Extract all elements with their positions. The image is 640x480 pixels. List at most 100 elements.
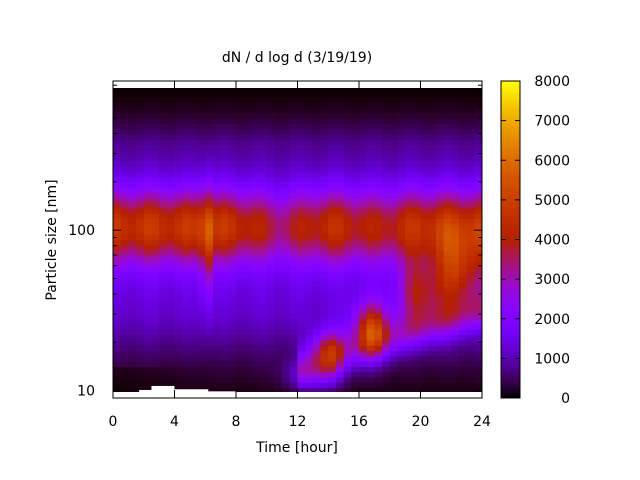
heatmap-cell bbox=[343, 276, 352, 283]
heatmap-cell bbox=[428, 292, 437, 299]
heatmap-cell bbox=[120, 213, 129, 219]
heatmap-cell bbox=[343, 139, 352, 145]
heatmap-cell bbox=[189, 197, 199, 204]
heatmap-cell bbox=[320, 318, 329, 325]
heatmap-cell bbox=[374, 387, 383, 394]
heatmap-cell bbox=[320, 281, 329, 288]
heatmap-cell bbox=[305, 250, 314, 256]
heatmap-cell bbox=[128, 128, 137, 135]
heatmap-cell bbox=[389, 313, 399, 320]
heatmap-cell bbox=[359, 382, 368, 389]
heatmap-cell bbox=[243, 123, 252, 130]
heatmap-cell bbox=[220, 102, 229, 109]
heatmap-cell bbox=[335, 260, 345, 267]
heatmap-cell bbox=[205, 165, 214, 172]
heatmap-cell bbox=[236, 102, 245, 109]
heatmap-cell bbox=[359, 197, 368, 204]
heatmap-cell bbox=[335, 202, 345, 209]
heatmap-cell bbox=[374, 128, 383, 135]
heatmap-cell bbox=[113, 107, 122, 114]
heatmap-cell bbox=[251, 318, 260, 325]
heatmap-cell bbox=[136, 144, 145, 151]
heatmap-cell bbox=[351, 366, 360, 373]
heatmap-cell bbox=[151, 281, 160, 288]
heatmap-cell bbox=[366, 355, 375, 362]
heatmap-cell bbox=[328, 160, 337, 167]
heatmap-cell bbox=[220, 96, 229, 103]
heatmap-cell bbox=[128, 334, 137, 341]
heatmap-cell bbox=[236, 218, 245, 225]
heatmap-cell bbox=[289, 223, 299, 230]
heatmap-cell bbox=[435, 202, 445, 209]
heatmap-cell bbox=[458, 329, 468, 336]
heatmap-cell bbox=[451, 88, 460, 93]
heatmap-cell bbox=[259, 339, 268, 346]
heatmap-cell bbox=[212, 88, 222, 93]
heatmap-cell bbox=[266, 181, 276, 188]
heatmap-cell bbox=[274, 81, 282, 87]
heatmap-cell bbox=[220, 223, 229, 230]
heatmap-cell bbox=[312, 202, 322, 209]
heatmap-cell bbox=[205, 207, 214, 214]
heatmap-cell bbox=[443, 318, 452, 325]
heatmap-cell bbox=[305, 361, 314, 367]
heatmap-cell bbox=[451, 91, 460, 98]
heatmap-cell bbox=[451, 308, 460, 315]
heatmap-cell bbox=[282, 313, 291, 320]
heatmap-cell bbox=[435, 302, 445, 309]
heatmap-cell bbox=[166, 287, 176, 293]
heatmap-cell bbox=[151, 345, 160, 352]
heatmap-cell bbox=[205, 213, 214, 219]
heatmap-cell bbox=[113, 154, 122, 161]
heatmap-cell bbox=[389, 176, 399, 182]
heatmap-cell bbox=[136, 91, 145, 98]
heatmap-cell bbox=[366, 329, 375, 336]
heatmap-cell bbox=[243, 102, 252, 109]
heatmap-cell bbox=[382, 265, 391, 272]
heatmap-cell bbox=[197, 202, 206, 209]
heatmap-cell bbox=[113, 255, 122, 262]
heatmap-cell bbox=[136, 329, 145, 336]
heatmap-cell bbox=[428, 223, 437, 230]
heatmap-cell bbox=[328, 329, 337, 336]
heatmap-cell bbox=[251, 213, 260, 219]
heatmap-cell bbox=[443, 88, 452, 93]
heatmap-cell bbox=[435, 260, 445, 267]
heatmap-cell bbox=[397, 324, 406, 330]
heatmap-cell bbox=[397, 165, 406, 172]
heatmap-cell bbox=[189, 329, 199, 336]
heatmap-cell bbox=[120, 281, 129, 288]
heatmap-cell bbox=[297, 165, 306, 172]
heatmap-cell bbox=[428, 102, 437, 109]
heatmap-cell bbox=[359, 123, 368, 130]
heatmap-cell bbox=[412, 144, 422, 151]
heatmap-cell bbox=[405, 371, 414, 378]
heatmap-cell bbox=[328, 228, 337, 235]
heatmap-cell bbox=[166, 107, 176, 114]
heatmap-cell bbox=[397, 117, 406, 124]
heatmap-cell bbox=[266, 165, 276, 172]
heatmap-cell bbox=[320, 297, 329, 304]
heatmap-cell bbox=[443, 313, 452, 320]
heatmap-cell bbox=[328, 96, 337, 103]
heatmap-cell bbox=[128, 213, 137, 219]
heatmap-cell bbox=[113, 324, 122, 330]
heatmap-cell bbox=[205, 387, 214, 394]
heatmap-cell bbox=[182, 223, 191, 230]
heatmap-cell bbox=[297, 96, 306, 103]
heatmap-cell bbox=[274, 366, 283, 373]
heatmap-cell bbox=[282, 197, 291, 204]
heatmap-cell bbox=[297, 345, 306, 352]
heatmap-cell bbox=[320, 302, 329, 309]
heatmap-cell bbox=[120, 371, 129, 378]
heatmap-cell bbox=[228, 102, 237, 109]
heatmap-cell bbox=[212, 244, 222, 251]
heatmap-cell bbox=[166, 382, 176, 389]
heatmap-cell bbox=[397, 334, 406, 341]
heatmap-cell bbox=[182, 308, 191, 315]
heatmap-cell bbox=[428, 308, 437, 315]
heatmap-cell bbox=[182, 361, 191, 367]
heatmap-cell bbox=[236, 239, 245, 246]
heatmap-cell bbox=[351, 112, 360, 119]
heatmap-cell bbox=[367, 81, 375, 87]
